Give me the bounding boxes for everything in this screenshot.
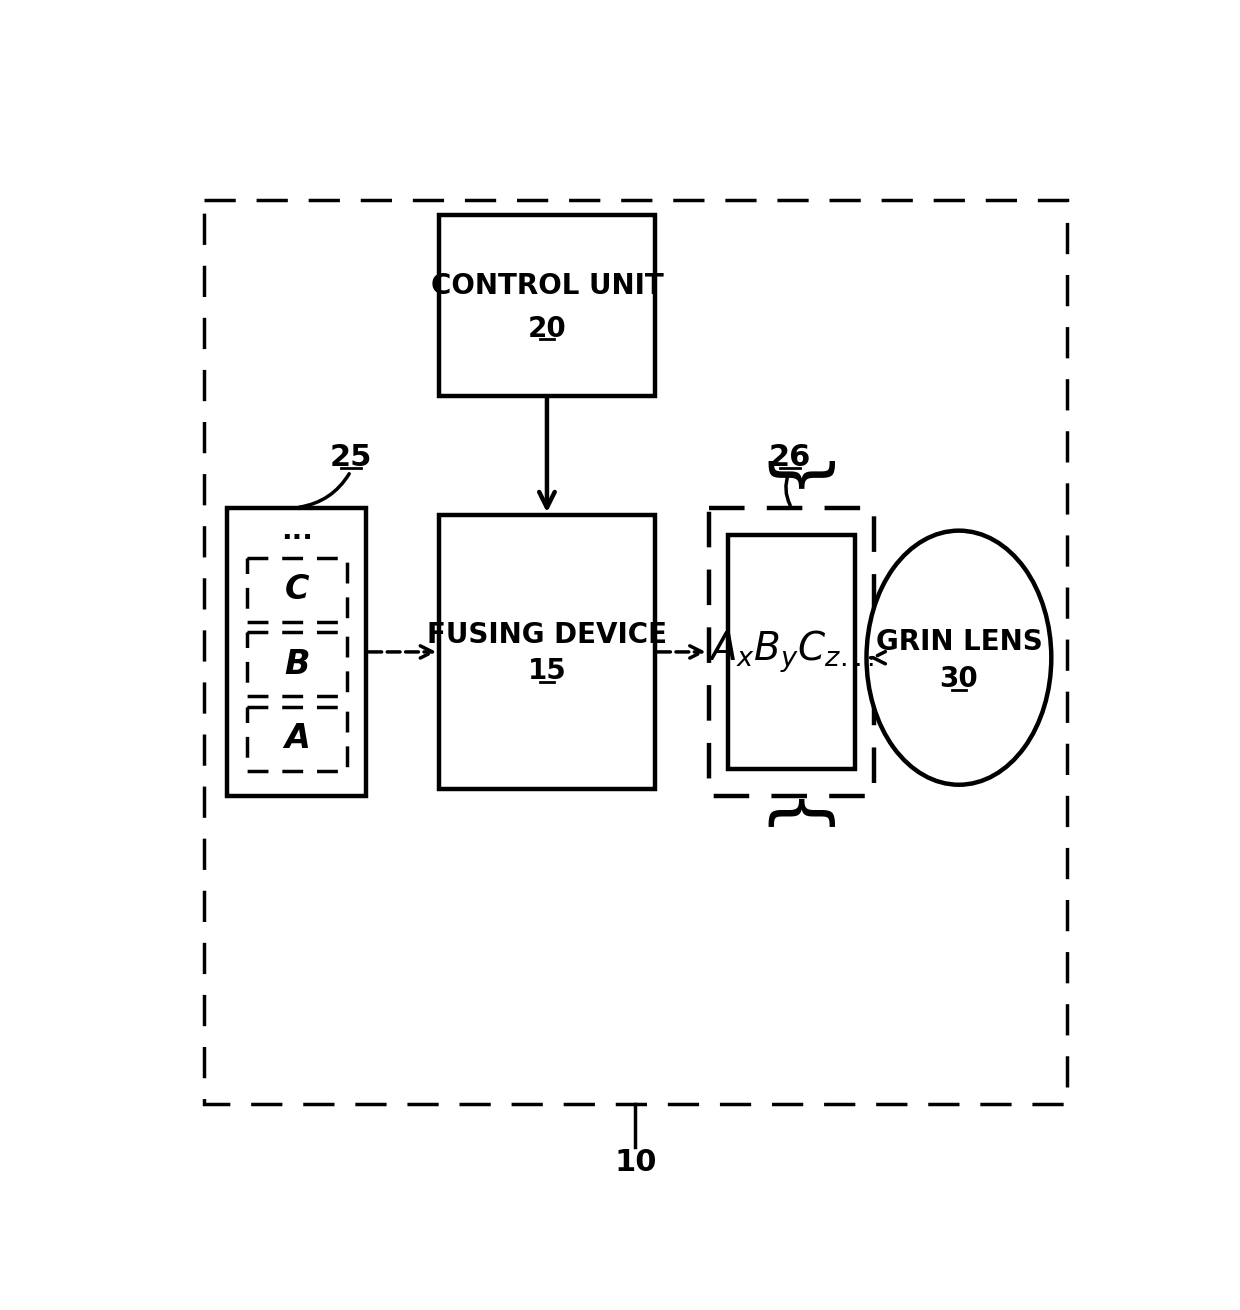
Bar <box>247 633 347 696</box>
Text: 25: 25 <box>330 443 372 472</box>
Text: ...: ... <box>280 516 312 545</box>
Bar <box>247 707 347 770</box>
Text: 20: 20 <box>527 314 567 342</box>
Ellipse shape <box>867 531 1052 785</box>
Text: 26: 26 <box>769 443 811 472</box>
Text: C: C <box>284 572 309 607</box>
Text: A: A <box>284 722 310 756</box>
Text: }: } <box>756 460 826 506</box>
Text: $\mathit{A_x}$$\mathit{B_y}$$\mathit{C_{z...}}$: $\mathit{A_x}$$\mathit{B_y}$$\mathit{C_{… <box>708 629 874 675</box>
Bar <box>247 558 347 621</box>
Text: GRIN LENS: GRIN LENS <box>875 629 1043 656</box>
Bar <box>205 199 1066 1104</box>
Bar <box>227 507 366 796</box>
Bar <box>728 534 854 769</box>
Text: {: { <box>756 798 826 844</box>
Bar <box>439 515 655 789</box>
Bar <box>708 507 874 796</box>
Text: B: B <box>284 647 310 681</box>
Text: 15: 15 <box>527 658 567 685</box>
Bar <box>439 215 655 396</box>
Text: 10: 10 <box>614 1148 657 1176</box>
Text: CONTROL UNIT: CONTROL UNIT <box>430 272 663 300</box>
Text: FUSING DEVICE: FUSING DEVICE <box>427 621 667 648</box>
Text: 30: 30 <box>940 665 978 693</box>
